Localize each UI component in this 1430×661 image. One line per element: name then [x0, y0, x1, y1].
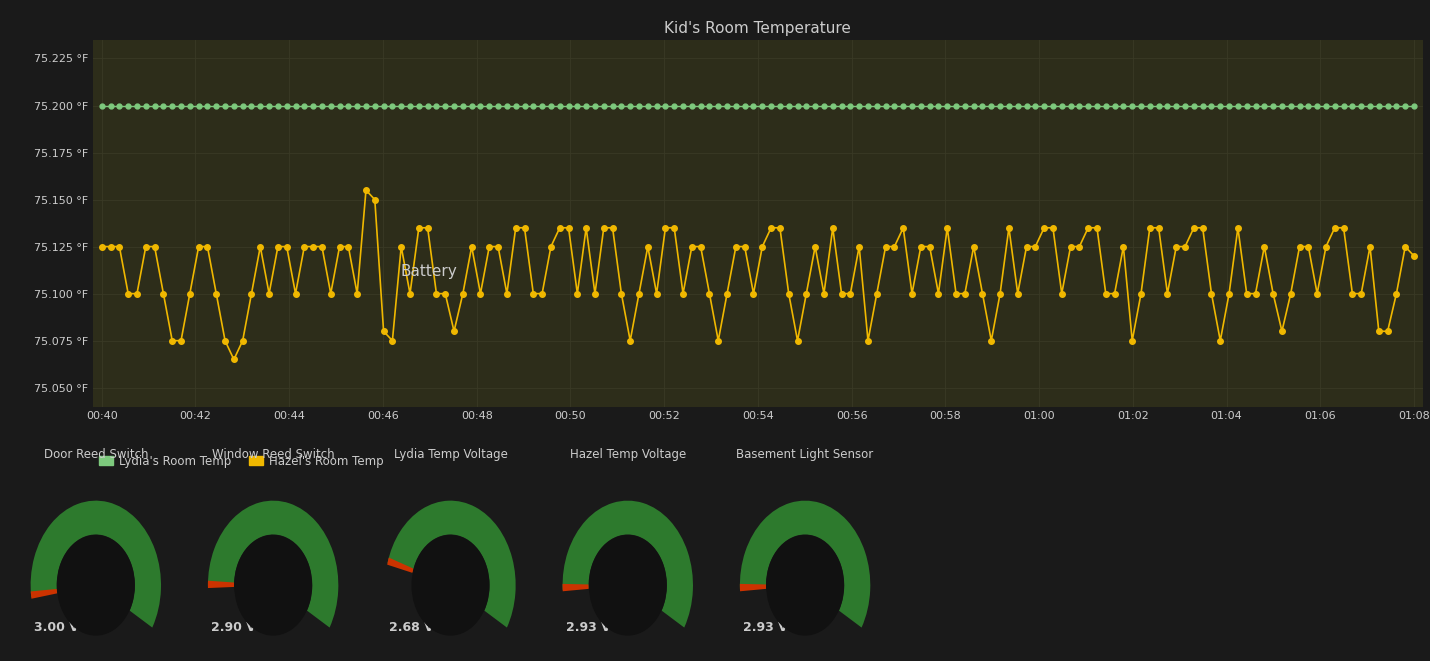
- Wedge shape: [207, 500, 339, 627]
- Text: 2.93 V: 2.93 V: [566, 621, 611, 634]
- Wedge shape: [31, 589, 57, 599]
- Circle shape: [235, 535, 312, 635]
- Circle shape: [766, 535, 844, 635]
- Text: 2.93 V: 2.93 V: [744, 621, 788, 634]
- Text: Lydia Temp Voltage: Lydia Temp Voltage: [393, 447, 508, 461]
- Text: 2.90 V: 2.90 V: [212, 621, 256, 634]
- Circle shape: [412, 535, 489, 635]
- Wedge shape: [739, 500, 871, 627]
- Wedge shape: [385, 500, 516, 627]
- Wedge shape: [30, 500, 162, 627]
- Text: Basement Light Sensor: Basement Light Sensor: [736, 447, 874, 461]
- Text: Window Reed Switch: Window Reed Switch: [212, 447, 335, 461]
- Wedge shape: [562, 500, 694, 627]
- Wedge shape: [739, 500, 871, 627]
- Text: Door Reed Switch: Door Reed Switch: [43, 447, 149, 461]
- Wedge shape: [562, 500, 694, 627]
- Circle shape: [57, 535, 134, 635]
- Wedge shape: [207, 500, 339, 627]
- Circle shape: [589, 535, 666, 635]
- Text: 2.68 V: 2.68 V: [389, 621, 433, 634]
- Wedge shape: [30, 500, 162, 627]
- Wedge shape: [739, 584, 766, 592]
- Text: Hazel Temp Voltage: Hazel Temp Voltage: [569, 447, 686, 461]
- Wedge shape: [562, 584, 589, 592]
- Wedge shape: [207, 580, 235, 588]
- Legend: Lydia's Room Temp, Hazel's Room Temp: Lydia's Room Temp, Hazel's Room Temp: [99, 455, 383, 467]
- Text: 3.00 V: 3.00 V: [34, 621, 79, 634]
- Title: Kid's Room Temperature: Kid's Room Temperature: [665, 20, 851, 36]
- Wedge shape: [388, 500, 516, 627]
- Wedge shape: [388, 558, 413, 573]
- Text: Battery: Battery: [400, 264, 458, 278]
